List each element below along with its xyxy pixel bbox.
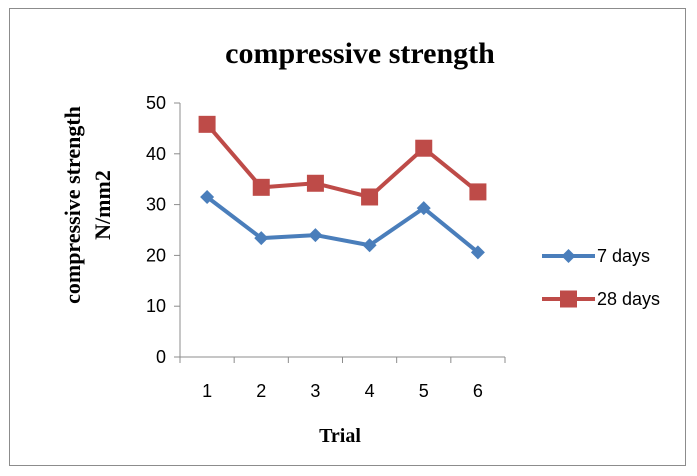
x-axis-title: Trial <box>319 425 361 447</box>
series-line <box>205 195 480 254</box>
diamond-point <box>308 228 323 243</box>
y-tick-label: 0 <box>156 347 166 367</box>
series-0 <box>200 189 485 260</box>
series-1 <box>198 115 487 206</box>
diamond-point <box>254 231 269 246</box>
diamond-point <box>416 201 431 216</box>
y-tick-label: 20 <box>146 245 166 265</box>
legend-diamond-icon <box>561 249 576 263</box>
x-tick-label: 2 <box>256 381 266 401</box>
y-tick-label: 10 <box>146 296 166 316</box>
y-tick-label: 50 <box>146 93 166 113</box>
x-tick-label: 5 <box>419 381 429 401</box>
legend-label: 7 days <box>597 246 650 266</box>
x-tick-label: 3 <box>310 381 320 401</box>
y-axis-title-line-1: compressive strength <box>60 106 85 304</box>
square-point <box>469 183 487 201</box>
y-axis-title-line-2: N/mm2 <box>90 170 115 240</box>
diamond-point <box>470 245 485 260</box>
diamond-point <box>362 238 377 253</box>
square-point <box>252 178 270 196</box>
x-tick-label: 4 <box>365 381 375 401</box>
axes: 0 10 20 30 40 50 1 2 3 4 5 6 <box>146 93 506 401</box>
legend-item: 28 days <box>542 289 660 309</box>
y-tick-label: 30 <box>146 195 166 215</box>
legend-square-icon <box>560 290 577 308</box>
series-line <box>205 123 480 199</box>
chart-title: compressive strength <box>225 37 495 70</box>
legend-label: 28 days <box>597 289 660 309</box>
square-point <box>415 139 433 157</box>
chart-frame <box>9 8 686 466</box>
x-tick-label: 1 <box>202 381 212 401</box>
square-point <box>361 188 379 206</box>
series-layer <box>198 115 487 260</box>
y-tick-label: 40 <box>146 144 166 164</box>
diamond-point <box>200 189 215 204</box>
x-tick-label: 6 <box>473 381 483 401</box>
square-point <box>198 115 216 133</box>
legend-item: 7 days <box>542 246 650 266</box>
legend: 7 days 28 days <box>542 246 660 309</box>
square-point <box>306 174 324 192</box>
